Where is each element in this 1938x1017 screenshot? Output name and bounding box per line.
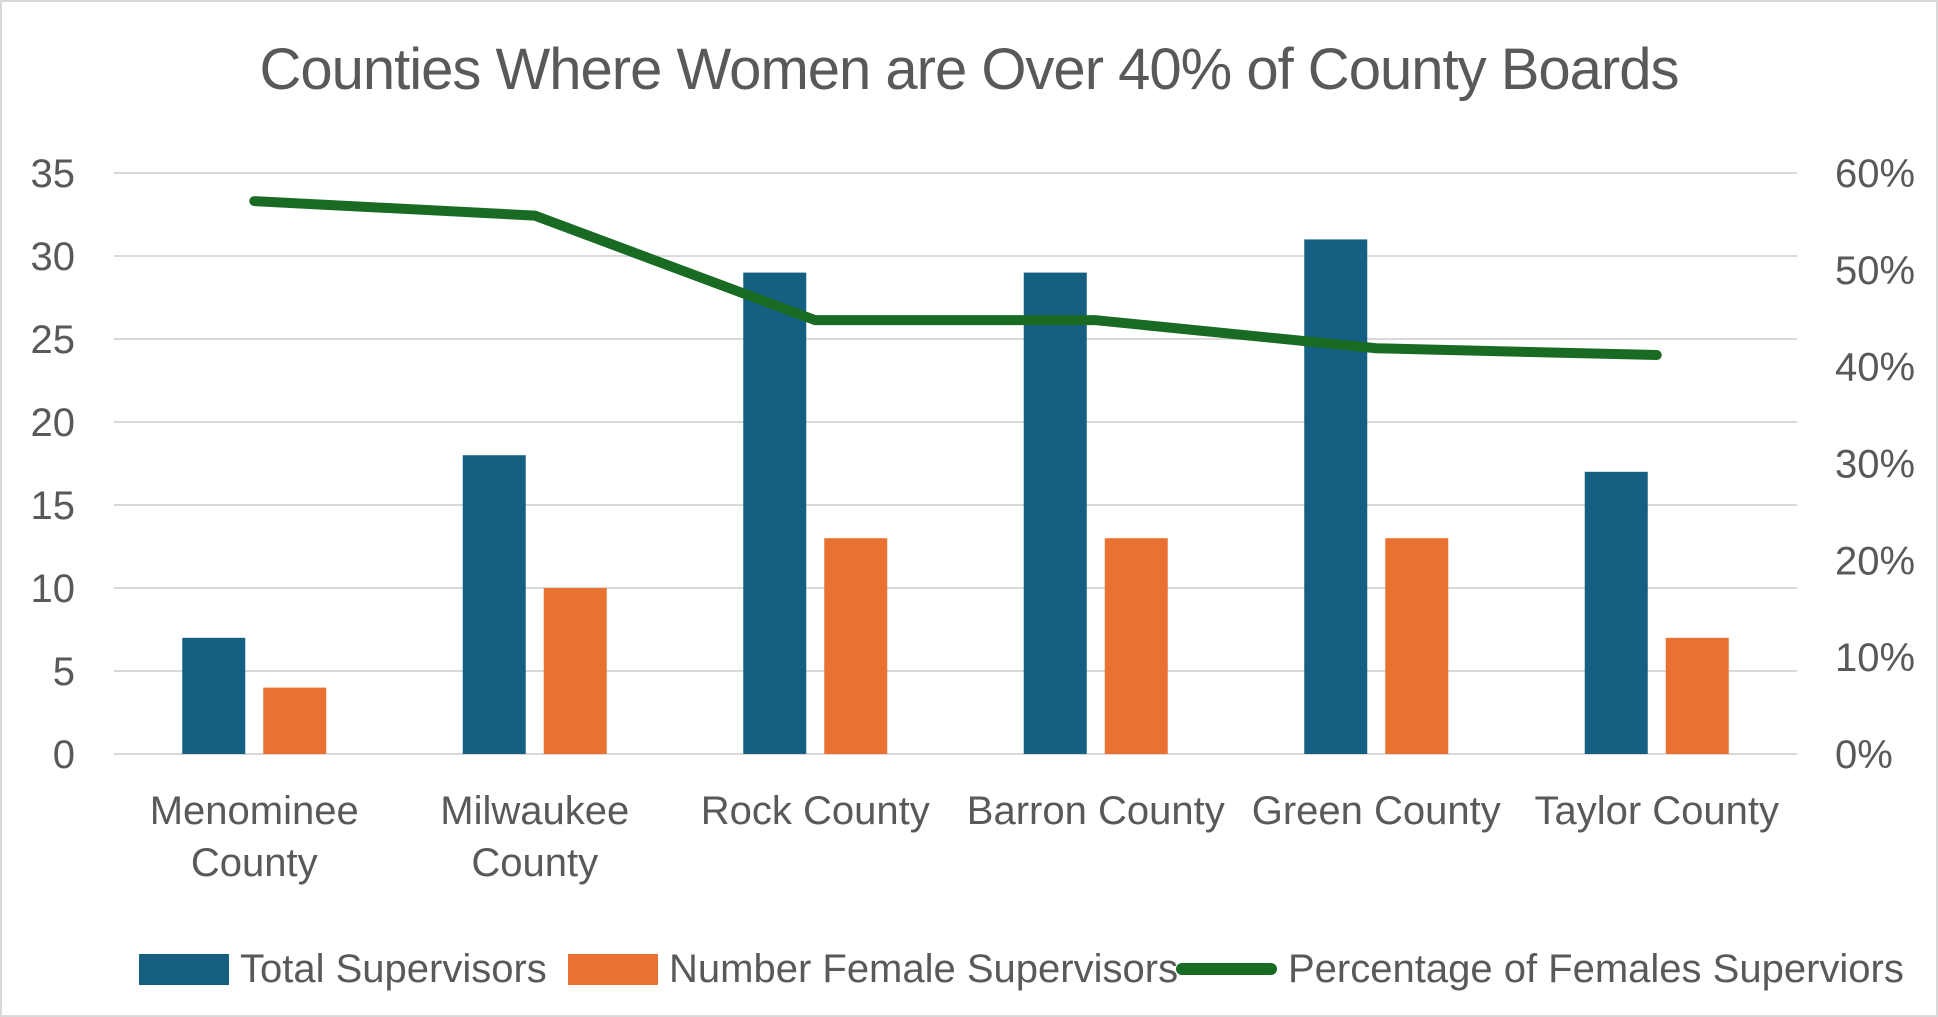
bar-number-female-supervisors xyxy=(1665,637,1729,754)
bar-total-supervisors xyxy=(462,455,526,754)
bar-number-female-supervisors xyxy=(543,588,607,754)
left-axis-tick: 20 xyxy=(31,401,76,445)
right-axis-tick: 10% xyxy=(1835,636,1915,680)
legend-label-number-female-supervisors: Number Female Supervisors xyxy=(669,946,1179,991)
x-axis-label: Barron County xyxy=(967,789,1225,833)
bar-number-female-supervisors xyxy=(1385,538,1449,754)
left-axis-tick: 15 xyxy=(31,484,76,528)
x-axis-label: Green County xyxy=(1252,789,1501,833)
left-axis-tick: 35 xyxy=(31,152,76,196)
bar-total-supervisors xyxy=(182,637,246,754)
percentage-line xyxy=(249,196,1662,361)
right-axis-tick: 0% xyxy=(1835,733,1893,777)
bar-total-supervisors xyxy=(1023,272,1087,754)
x-axis-label: Rock County xyxy=(701,789,930,833)
legend-swatch-percentage-line xyxy=(1176,963,1277,975)
right-axis-tick: 20% xyxy=(1835,539,1915,583)
right-axis-tick: 50% xyxy=(1835,249,1915,293)
bar-total-supervisors xyxy=(1584,471,1648,754)
bar-number-female-supervisors xyxy=(1104,538,1168,754)
legend-label-total-supervisors: Total Supervisors xyxy=(240,946,547,991)
right-axis-tick: 30% xyxy=(1835,443,1915,487)
x-axis-label: Milwaukee County xyxy=(440,789,629,885)
legend-swatch-total-supervisors xyxy=(139,953,229,985)
left-axis-tick: 5 xyxy=(53,650,75,694)
right-axis-tick: 60% xyxy=(1835,152,1915,196)
legend-item-percentage-females: Percentage of Females Superviors xyxy=(1176,942,1904,996)
x-axis-label: Taylor County xyxy=(1534,789,1779,833)
bar-number-female-supervisors xyxy=(263,687,327,754)
legend-item-number-female-supervisors: Number Female Supervisors xyxy=(568,942,1178,996)
bar-total-supervisors xyxy=(1304,239,1368,754)
left-axis-tick: 10 xyxy=(31,567,76,611)
left-axis-tick: 30 xyxy=(31,235,76,279)
x-axis-label: Menominee County xyxy=(150,789,359,885)
legend-label-percentage-females: Percentage of Females Superviors xyxy=(1288,946,1904,991)
right-axis-tick: 40% xyxy=(1835,346,1915,390)
chart-title: Counties Where Women are Over 40% of Cou… xyxy=(259,37,1680,102)
bar-number-female-supervisors xyxy=(824,538,888,754)
left-axis-tick: 25 xyxy=(31,318,76,362)
legend-item-total-supervisors: Total Supervisors xyxy=(139,942,547,996)
legend-swatch-number-female-supervisors xyxy=(568,953,658,985)
bar-total-supervisors xyxy=(743,272,807,754)
left-axis-tick: 0 xyxy=(53,733,75,777)
